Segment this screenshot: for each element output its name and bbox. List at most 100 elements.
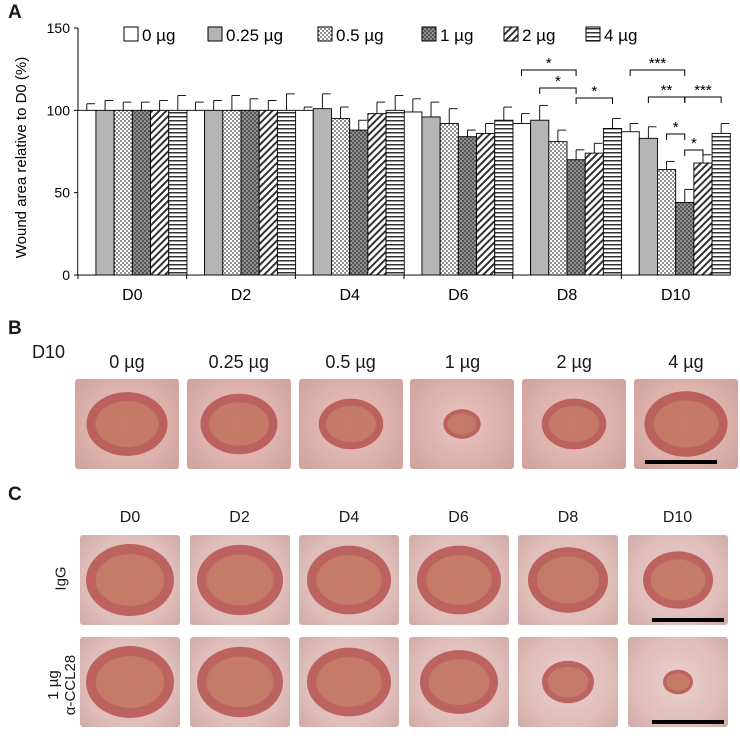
y-tick-label: 100 [47,102,71,118]
wound-shape [307,545,391,615]
anti-ccl28-label-line2: α-CCL28 [62,654,79,716]
bar [113,109,133,276]
bar [349,129,369,276]
panel-c-wound-photo [299,535,399,625]
y-axis-label: Wound area relative to D0 (%) [13,57,30,258]
panel-b-wound-photo [75,379,179,469]
panel-b-dose-label: 4 µg [668,352,704,372]
legend-label: 0 µg [142,26,175,45]
wound-shape [528,547,608,613]
panel-b-row-label: D10 [32,342,66,362]
bar [204,109,224,276]
bar [476,132,496,276]
panel-b-dose-label: 0 µg [109,352,145,372]
bar [385,109,405,276]
panel-c-scale-bar [652,618,724,622]
significance-bracket [684,96,722,103]
significance-label: *** [649,55,667,72]
bar [240,109,260,276]
bar [457,136,477,276]
x-tick-label: D0 [122,287,143,304]
bar [131,109,151,276]
panel-c-letter: C [8,484,22,505]
bar [675,202,695,276]
significance-bracket [521,69,577,76]
bar [403,111,423,276]
bar-chart: 0 50 100 150 Wound area relative to D0 (%) D0… [13,20,731,304]
legend-swatch [421,26,437,42]
panel-b-dose-label: 2 µg [556,352,592,372]
bar [494,119,514,276]
bar [548,141,568,276]
legend-label: 0.5 µg [336,26,384,45]
legend-label: 0.25 µg [226,26,283,45]
legend-label: 2 µg [522,26,555,45]
panel-b-wound-photo [634,379,738,469]
panel-c-day-label: D10 [662,509,693,526]
panel-b-wound-photo [410,379,515,469]
bar [711,132,731,276]
wound-shape [196,646,283,718]
panel-c-wound-photo [80,637,180,727]
igg-row-label: IgG [52,566,70,591]
anti-ccl28-label-line1: 1 µg [45,670,62,700]
panel-b-dose-label: 0.25 µg [208,352,269,372]
wound-shape [443,409,482,439]
panel-c-wound-photo [189,637,290,727]
bar [566,159,586,276]
bar [511,123,532,276]
bar [421,116,441,276]
panel-b-wound-photo [522,379,627,469]
panel-c-wound-photo [189,535,290,625]
bar [150,109,170,276]
anti-ccl28-row-label: 1 µg α-CCL28 [45,645,79,725]
panel-c-wound-photo [518,637,618,727]
bar [693,162,713,276]
wound-shape [662,669,693,695]
panel-c-wound-photo [408,535,509,625]
significance-label: * [555,73,561,90]
bar [638,137,658,276]
significance-label: ** [661,82,673,99]
bar [367,113,387,276]
significance-bracket [666,133,686,140]
x-tick-label: D2 [231,287,252,304]
bar [331,118,351,276]
x-tick-label: D4 [339,287,360,304]
y-tick-label: 150 [47,20,71,36]
bar [185,109,206,276]
wound-shape [86,544,174,616]
wound-shape [307,647,391,717]
panel-b-dose-label: 0.5 µg [325,352,376,372]
wound-shape [86,646,174,718]
bar [222,109,242,276]
panel-c-wound-photo [518,535,618,625]
significance-bracket [684,149,704,156]
bar [620,131,640,276]
significance-label: * [546,55,552,72]
bar [77,109,97,276]
panel-c-day-label: D2 [229,509,250,526]
panel-c-day-label: D0 [119,509,141,526]
panel-c-wound-photo [627,535,728,625]
bar [602,127,623,276]
legend-label: 4 µg [604,26,637,45]
wound-shape [542,660,594,704]
wound-shape [196,544,283,616]
bar [584,152,604,276]
wound-shape [541,398,607,450]
panel-c-day-label: D8 [557,509,579,526]
x-tick-label: D10 [661,287,690,304]
panel-b-scale-bar [645,460,717,464]
panel-b-wound-photo [298,379,403,469]
x-tick-label: D6 [448,287,469,304]
significance-label: *** [694,82,712,99]
panel-c-day-label: D4 [338,509,360,526]
bar [530,119,550,276]
legend-swatch [207,26,223,42]
significance-label: * [591,83,597,100]
legend-swatch [585,26,601,42]
y-tick-label: 0 [62,267,70,283]
panel-b-wound-photo [186,379,291,469]
legend-swatch [123,26,139,42]
